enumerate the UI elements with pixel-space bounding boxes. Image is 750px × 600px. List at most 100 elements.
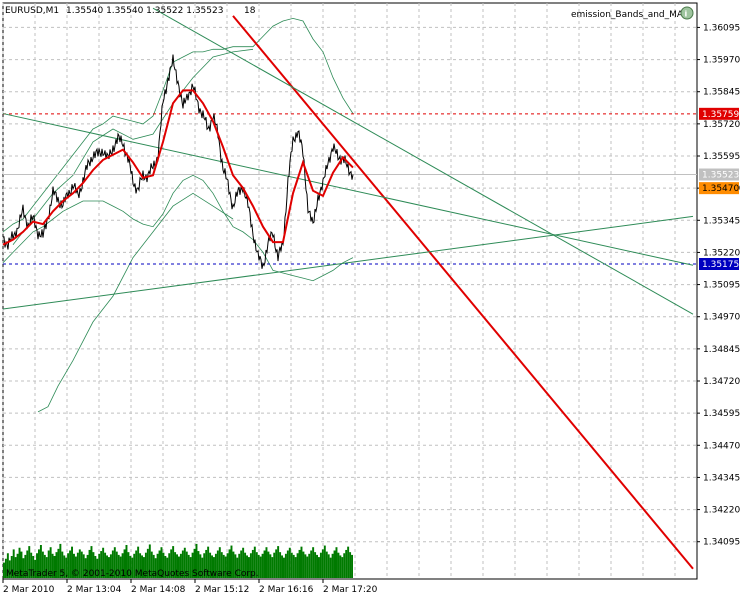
volume-bar [164,556,167,578]
volume-bar [228,549,231,578]
volume-bar [82,554,85,578]
volume-bar [288,547,291,578]
volume-bar [296,553,299,578]
volume-bar [341,557,344,578]
volume-bar [71,546,73,578]
volume-bar [316,554,318,578]
volume-bar [187,554,190,578]
volume-bar [8,560,11,578]
volume-bar [127,552,130,578]
volume-bar [4,558,7,578]
volume-bar [100,551,103,578]
volume-bar [345,549,348,578]
volume-bar [67,553,70,578]
volume-bar [347,546,350,578]
volume-bar [121,553,124,578]
volume-bar [314,552,317,578]
volume-bar [43,554,46,578]
volume-bar [47,550,50,578]
volume-bar [298,549,301,578]
volume-bar [275,549,278,578]
volume-bar [213,557,215,578]
volume-bar [302,551,305,578]
grid [2,3,697,579]
price-tag-current-bg [699,168,739,181]
indicator-name[interactable]: emission_Bands_and_MA [571,10,684,20]
horizontal-levels [3,113,697,265]
volume-bar [240,550,243,578]
volume-bar [53,556,56,578]
volume-bar [141,555,143,578]
volume-bar [143,557,145,578]
volume-bar [78,549,81,578]
volume-bar [45,557,48,578]
volume-bar [88,549,91,578]
volume-bar [51,553,54,578]
time-axis[interactable]: 2 Mar 2010 2 Mar 13:04 2 Mar 14:08 2 Mar 15… [2,579,378,595]
volume-bar [39,545,42,578]
price-tag-red-bg [699,107,739,120]
volume-bar [84,558,87,578]
volume-bar [162,552,165,578]
volume-bar [255,552,258,578]
volume-bar [197,551,200,578]
volume-bar [331,553,334,578]
volume-bar [273,552,276,578]
volume-bar [185,551,188,578]
symbol-label: EURUSD,M1 [5,6,59,16]
volume-bar [119,556,122,578]
price-tags: 1.35759 1.35523 1.35470 1.35175 [699,107,739,270]
trend-green-rising [2,215,694,310]
volume-bar [306,556,309,578]
y-tick-label: 1.35095 [703,281,740,291]
volume-bar [191,552,194,578]
volume-bar [148,544,151,578]
volume-bar [236,557,239,578]
volume-bar [69,550,72,578]
trend-red [232,15,694,570]
volume-bar [115,551,118,578]
volume-bar [144,552,147,578]
y-tick-label: 1.35595 [703,152,740,162]
volume-bar [113,547,116,578]
volume-bar [269,554,272,578]
x-tick-label: 2 Mar 15:12 [195,585,249,595]
indicator-icon[interactable]: i [680,6,694,20]
volume-bar [209,552,212,578]
volume-bar [26,550,29,578]
volume-bar [135,550,138,578]
volume-bar [129,556,132,578]
trend-green-steep [152,7,694,315]
volume-bar [152,554,155,578]
y-tick-label: 1.34970 [703,313,740,323]
volume-bar [230,545,233,578]
volume-bar [22,558,25,578]
volume-bar [263,550,266,578]
volume-bar [174,552,177,578]
volume-bar [131,557,134,578]
price-tag-blue: 1.35175 [702,260,739,270]
volume-bar [170,549,173,578]
plot-frame [2,2,698,580]
volume-bar [214,553,217,578]
outer-lower-band [37,192,234,413]
volume-bar [96,558,99,578]
x-tick-label: 2 Mar 2010 [3,585,55,595]
volume-bar [104,552,107,578]
y-tick-label: 1.34595 [703,409,740,419]
trend-lines[interactable] [2,7,694,570]
volume-bar [277,546,280,578]
volume-bar [183,547,186,578]
volume-bar [242,547,245,578]
volume-bar [111,550,114,578]
price-axis[interactable]: 1.36095 1.35970 1.35845 1.35720 1.35595 1.354… [697,23,740,548]
volume-bar [195,543,198,578]
volume-bar [166,557,169,578]
volume-bar [73,553,75,578]
volume-bar [281,555,283,578]
volume-bar [312,547,315,578]
volume-bar [319,552,322,578]
volume-bar [222,554,225,578]
volume-bar [211,555,213,578]
